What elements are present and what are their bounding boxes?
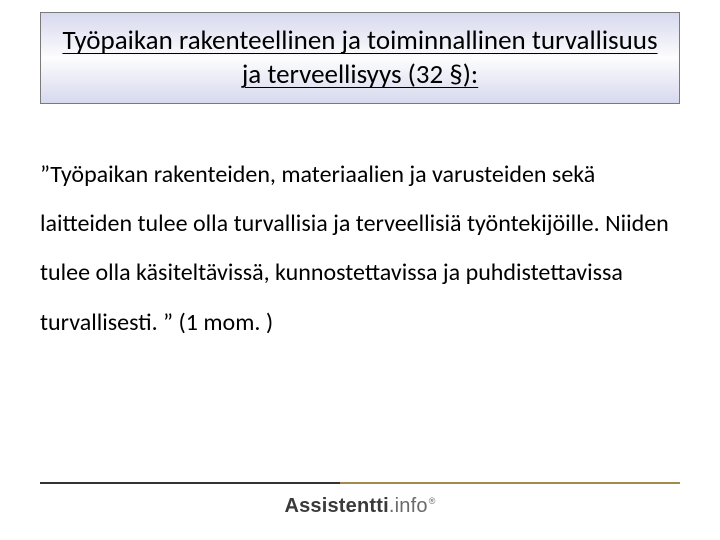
title-box: Työpaikan rakenteellinen ja toiminnallin…: [40, 12, 680, 104]
divider-left: [40, 482, 340, 484]
brand-bold: Assistentti: [284, 495, 388, 517]
slide-title: Työpaikan rakenteellinen ja toiminnallin…: [61, 24, 659, 92]
slide-body: ”Työpaikan rakenteiden, materiaalien ja …: [40, 150, 680, 347]
divider-right: [340, 482, 680, 484]
brand-logo: Assistentti.info®: [0, 495, 720, 518]
brand-light: .info: [389, 495, 428, 517]
slide: Työpaikan rakenteellinen ja toiminnallin…: [0, 0, 720, 540]
brand-trademark-icon: ®: [429, 496, 436, 506]
